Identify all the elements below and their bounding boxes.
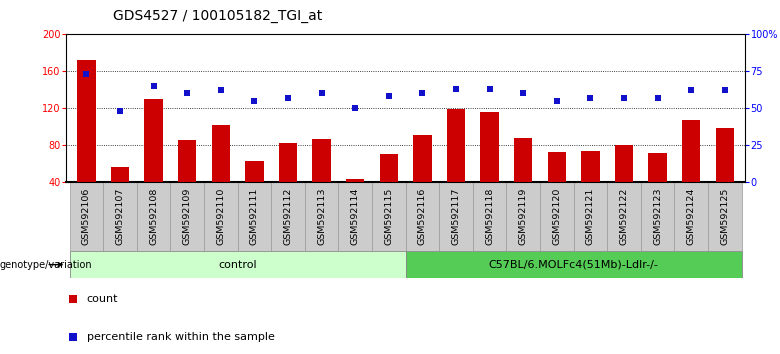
Point	[66, 296, 79, 302]
Text: GSM592106: GSM592106	[82, 188, 91, 245]
Text: C57BL/6.MOLFc4(51Mb)-Ldlr-/-: C57BL/6.MOLFc4(51Mb)-Ldlr-/-	[488, 259, 658, 270]
Text: GSM592124: GSM592124	[686, 188, 696, 245]
Point	[282, 95, 294, 101]
Bar	[339, 182, 372, 251]
Point	[618, 95, 630, 101]
Point	[450, 86, 463, 91]
Text: GSM592125: GSM592125	[720, 188, 729, 245]
Text: control: control	[218, 259, 257, 270]
Text: GSM592118: GSM592118	[485, 188, 494, 245]
Text: genotype/variation: genotype/variation	[0, 259, 93, 270]
Bar	[380, 154, 398, 182]
Bar	[103, 182, 136, 251]
Bar	[278, 143, 297, 182]
Bar	[413, 135, 431, 182]
Text: percentile rank within the sample: percentile rank within the sample	[87, 332, 275, 342]
Point	[80, 71, 93, 76]
Bar	[607, 182, 640, 251]
Point	[651, 95, 664, 101]
Bar	[305, 182, 339, 251]
Point	[315, 90, 328, 96]
Point	[181, 90, 193, 96]
Bar	[136, 182, 171, 251]
Bar	[506, 182, 540, 251]
Text: GSM592120: GSM592120	[552, 188, 562, 245]
Bar	[548, 152, 566, 182]
Point	[484, 86, 496, 91]
Text: GSM592123: GSM592123	[653, 188, 662, 245]
Bar	[312, 139, 331, 182]
Bar	[675, 182, 708, 251]
Bar	[447, 109, 465, 182]
Bar	[238, 182, 271, 251]
Bar	[615, 145, 633, 182]
Bar	[406, 182, 439, 251]
Bar	[439, 182, 473, 251]
Bar	[346, 178, 364, 182]
Point	[417, 90, 429, 96]
Bar	[171, 182, 204, 251]
Bar	[144, 99, 163, 182]
Bar	[178, 139, 197, 182]
Bar	[573, 182, 607, 251]
Bar	[640, 182, 675, 251]
Bar	[540, 182, 573, 251]
Text: GSM592119: GSM592119	[519, 188, 528, 245]
Bar	[69, 251, 406, 278]
Bar	[69, 182, 103, 251]
Text: GSM592115: GSM592115	[385, 188, 393, 245]
Point	[66, 334, 79, 339]
Point	[584, 95, 597, 101]
Point	[147, 83, 160, 88]
Text: GSM592112: GSM592112	[283, 188, 292, 245]
Point	[248, 98, 261, 103]
Text: GSM592114: GSM592114	[351, 188, 360, 245]
Bar	[480, 112, 499, 182]
Text: GSM592113: GSM592113	[317, 188, 326, 245]
Text: GSM592111: GSM592111	[250, 188, 259, 245]
Bar	[715, 129, 734, 182]
Bar	[77, 59, 96, 182]
Bar	[204, 182, 238, 251]
Bar	[372, 182, 406, 251]
Text: GSM592108: GSM592108	[149, 188, 158, 245]
Text: GDS4527 / 100105182_TGI_at: GDS4527 / 100105182_TGI_at	[113, 9, 322, 23]
Text: GSM592122: GSM592122	[619, 188, 629, 245]
Text: count: count	[87, 294, 118, 304]
Text: GSM592109: GSM592109	[183, 188, 192, 245]
Text: GSM592117: GSM592117	[452, 188, 460, 245]
Bar	[473, 182, 506, 251]
Bar	[271, 182, 305, 251]
Bar	[514, 138, 533, 182]
Point	[718, 87, 731, 93]
Bar	[211, 125, 230, 182]
Bar	[682, 120, 700, 182]
Text: GSM592116: GSM592116	[418, 188, 427, 245]
Point	[551, 98, 563, 103]
Bar	[111, 166, 129, 182]
Bar	[648, 153, 667, 182]
Bar	[406, 251, 742, 278]
Text: GSM592110: GSM592110	[216, 188, 225, 245]
Point	[349, 105, 361, 111]
Bar	[581, 151, 600, 182]
Point	[685, 87, 697, 93]
Point	[114, 108, 126, 114]
Bar	[708, 182, 742, 251]
Text: GSM592121: GSM592121	[586, 188, 595, 245]
Text: GSM592107: GSM592107	[115, 188, 125, 245]
Point	[517, 90, 530, 96]
Point	[382, 93, 395, 99]
Bar	[245, 161, 264, 182]
Point	[215, 87, 227, 93]
